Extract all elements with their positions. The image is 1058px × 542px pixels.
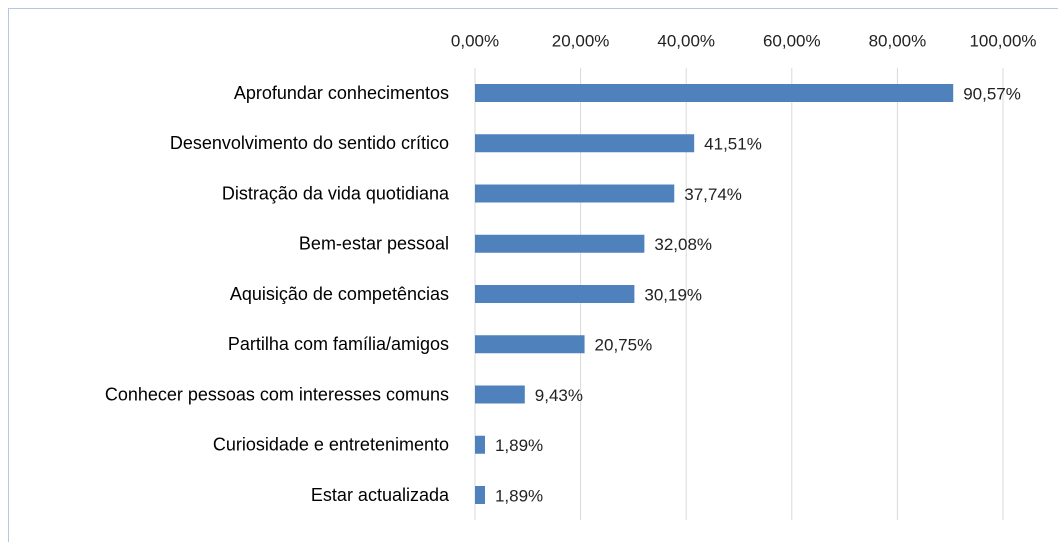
bar (475, 285, 635, 303)
bar (475, 84, 954, 102)
chart-frame (8, 8, 1058, 542)
value-label: 32,08% (654, 235, 712, 254)
bar (475, 486, 485, 504)
y-tick-label: Conhecer pessoas com interesses comuns (105, 384, 449, 404)
y-tick-label: Partilha com família/amigos (228, 334, 449, 354)
x-tick-label: 60,00% (763, 31, 821, 50)
value-label: 1,89% (495, 486, 543, 505)
x-tick-label: 40,00% (657, 31, 715, 50)
value-label: 37,74% (684, 185, 742, 204)
x-tick-label: 0,00% (451, 31, 499, 50)
value-label: 41,51% (704, 135, 762, 154)
y-tick-label: Aprofundar conhecimentos (234, 83, 449, 103)
value-label: 20,75% (595, 336, 653, 355)
y-tick-label: Bem-estar pessoal (299, 234, 449, 254)
value-label: 90,57% (963, 84, 1021, 103)
y-tick-label: Aquisição de competências (230, 284, 449, 304)
x-tick-label: 100,00% (969, 31, 1036, 50)
value-label: 9,43% (535, 386, 583, 405)
bar (475, 184, 675, 203)
bar (475, 234, 645, 253)
bar (475, 335, 585, 354)
y-tick-label: Curiosidade e entretenimento (213, 435, 449, 455)
bar (475, 435, 485, 454)
bar (475, 385, 525, 404)
y-tick-label: Estar actualizada (311, 485, 450, 505)
bar (475, 134, 695, 153)
y-tick-label: Distração da vida quotidiana (222, 183, 450, 203)
x-tick-label: 80,00% (869, 31, 927, 50)
y-tick-label: Desenvolvimento do sentido crítico (170, 133, 449, 153)
value-label: 30,19% (644, 285, 702, 304)
value-label: 1,89% (495, 436, 543, 455)
x-tick-label: 20,00% (552, 31, 610, 50)
